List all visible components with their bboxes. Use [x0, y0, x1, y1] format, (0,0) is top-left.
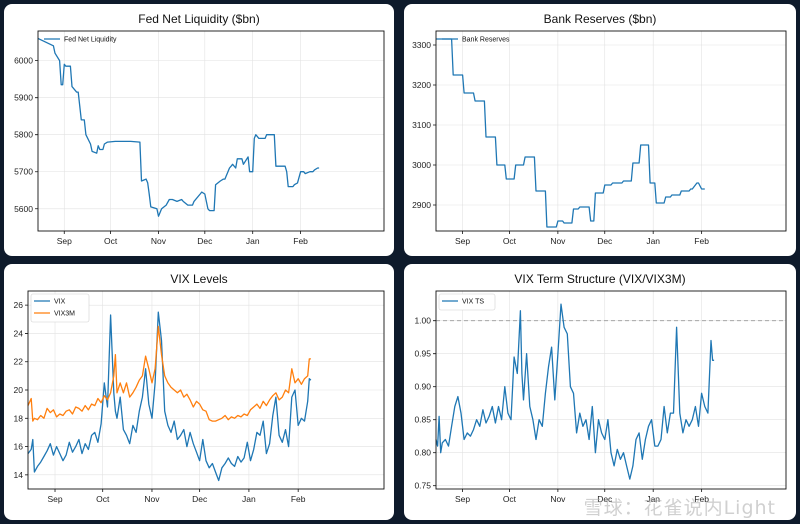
- legend-label: VIX: [54, 299, 66, 306]
- panel-bank-reserves: Bank Reserves ($bn) 2900 3000 3100 3200 3300 S…: [404, 4, 796, 256]
- series-line-vix3m: [27, 325, 311, 422]
- series-line-vix: [27, 311, 312, 482]
- x-tick-label: Oct: [503, 494, 517, 504]
- y-tick-label: 3200: [412, 80, 431, 90]
- y-tick-label: 24: [14, 328, 24, 338]
- y-tick-label: 1.00: [414, 316, 431, 326]
- x-tick-label: Dec: [197, 236, 213, 246]
- panel-fed-net-liquidity: Fed Net Liquidity ($bn) 5600 5700 5800 5900 6…: [4, 4, 394, 256]
- x-tick-label: Feb: [694, 236, 709, 246]
- legend-label: Bank Reserves: [462, 37, 510, 44]
- y-tick-label: 0.80: [414, 448, 431, 458]
- y-tick-label: 20: [14, 385, 24, 395]
- y-tick-label: 22: [14, 357, 24, 367]
- y-tick-label: 5600: [14, 204, 33, 214]
- y-tick-label: 16: [14, 442, 24, 452]
- x-tick-label: Oct: [104, 236, 118, 246]
- y-tick-label: 0.90: [414, 382, 431, 392]
- chart-title: VIX Levels: [170, 272, 227, 286]
- x-tick-label: Feb: [694, 494, 709, 504]
- legend-label: VIX3M: [54, 311, 75, 318]
- chart-vix-levels: VIX Levels 14 16 18 20 22 24 26 Sep Oct Nov Dec Jan F…: [14, 272, 385, 504]
- plot-frame: [435, 290, 787, 490]
- chart-title: Bank Reserves ($bn): [544, 12, 657, 26]
- x-tick-label: Nov: [144, 494, 160, 504]
- y-tick-label: 5700: [14, 167, 33, 177]
- legend-label: Fed Net Liquidity: [64, 37, 117, 44]
- y-tick-label: 14: [14, 470, 24, 480]
- x-tick-label: Jan: [242, 494, 256, 504]
- x-tick-label: Sep: [47, 494, 62, 504]
- y-tick-label: 0.95: [414, 349, 431, 359]
- x-tick-label: Feb: [293, 236, 308, 246]
- y-tick-label: 18: [14, 413, 24, 423]
- x-tick-label: Nov: [151, 236, 167, 246]
- y-tick-label: 5900: [14, 93, 33, 103]
- x-tick-label: Dec: [597, 494, 613, 504]
- x-tick-label: Dec: [597, 236, 613, 246]
- x-tick-label: Jan: [646, 494, 660, 504]
- y-tick-label: 3000: [412, 160, 431, 170]
- chart-vix-term-structure: VIX Term Structure (VIX/VIX3M) 0.75 0.80 0.…: [414, 272, 787, 504]
- y-tick-label: 0.85: [414, 415, 431, 425]
- chart-title: VIX Term Structure (VIX/VIX3M): [514, 272, 685, 286]
- plot-frame: [435, 30, 787, 232]
- x-tick-label: Jan: [646, 236, 660, 246]
- x-tick-label: Oct: [96, 494, 110, 504]
- series-line-bank-reserves: [436, 38, 705, 228]
- panel-vix-levels: VIX Levels 14 16 18 20 22 24 26 Sep Oct Nov Dec Jan F…: [4, 264, 394, 520]
- x-tick-label: Dec: [192, 494, 208, 504]
- plot-frame: [27, 290, 385, 490]
- chart-bank-reserves: Bank Reserves ($bn) 2900 3000 3100 3200 3300 S…: [412, 12, 787, 246]
- y-tick-label: 2900: [412, 200, 431, 210]
- y-tick-label: 3300: [412, 40, 431, 50]
- panel-vix-term-structure: VIX Term Structure (VIX/VIX3M) 0.75 0.80 0.…: [404, 264, 796, 520]
- plot-frame: [37, 30, 385, 232]
- y-tick-label: 0.75: [414, 481, 431, 491]
- legend-label: VIX TS: [462, 299, 484, 306]
- x-tick-label: Jan: [246, 236, 260, 246]
- x-tick-label: Sep: [455, 236, 470, 246]
- series-line-fed-net-liquidity: [37, 37, 320, 217]
- x-tick-label: Sep: [455, 494, 470, 504]
- y-tick-label: 26: [14, 300, 24, 310]
- chart-title: Fed Net Liquidity ($bn): [138, 12, 259, 26]
- y-tick-label: 6000: [14, 56, 33, 66]
- chart-fed-net-liquidity: Fed Net Liquidity ($bn) 5600 5700 5800 5900 6…: [14, 12, 385, 246]
- x-tick-label: Oct: [503, 236, 517, 246]
- y-tick-label: 3100: [412, 120, 431, 130]
- x-tick-label: Feb: [291, 494, 306, 504]
- series-line-vix-ts: [435, 303, 715, 480]
- x-tick-label: Nov: [550, 236, 566, 246]
- y-tick-label: 5800: [14, 130, 33, 140]
- x-tick-label: Sep: [57, 236, 72, 246]
- watermark-text: 雪球：花雀说内Light: [583, 497, 776, 519]
- legend-box: [438, 293, 496, 311]
- x-tick-label: Nov: [550, 494, 566, 504]
